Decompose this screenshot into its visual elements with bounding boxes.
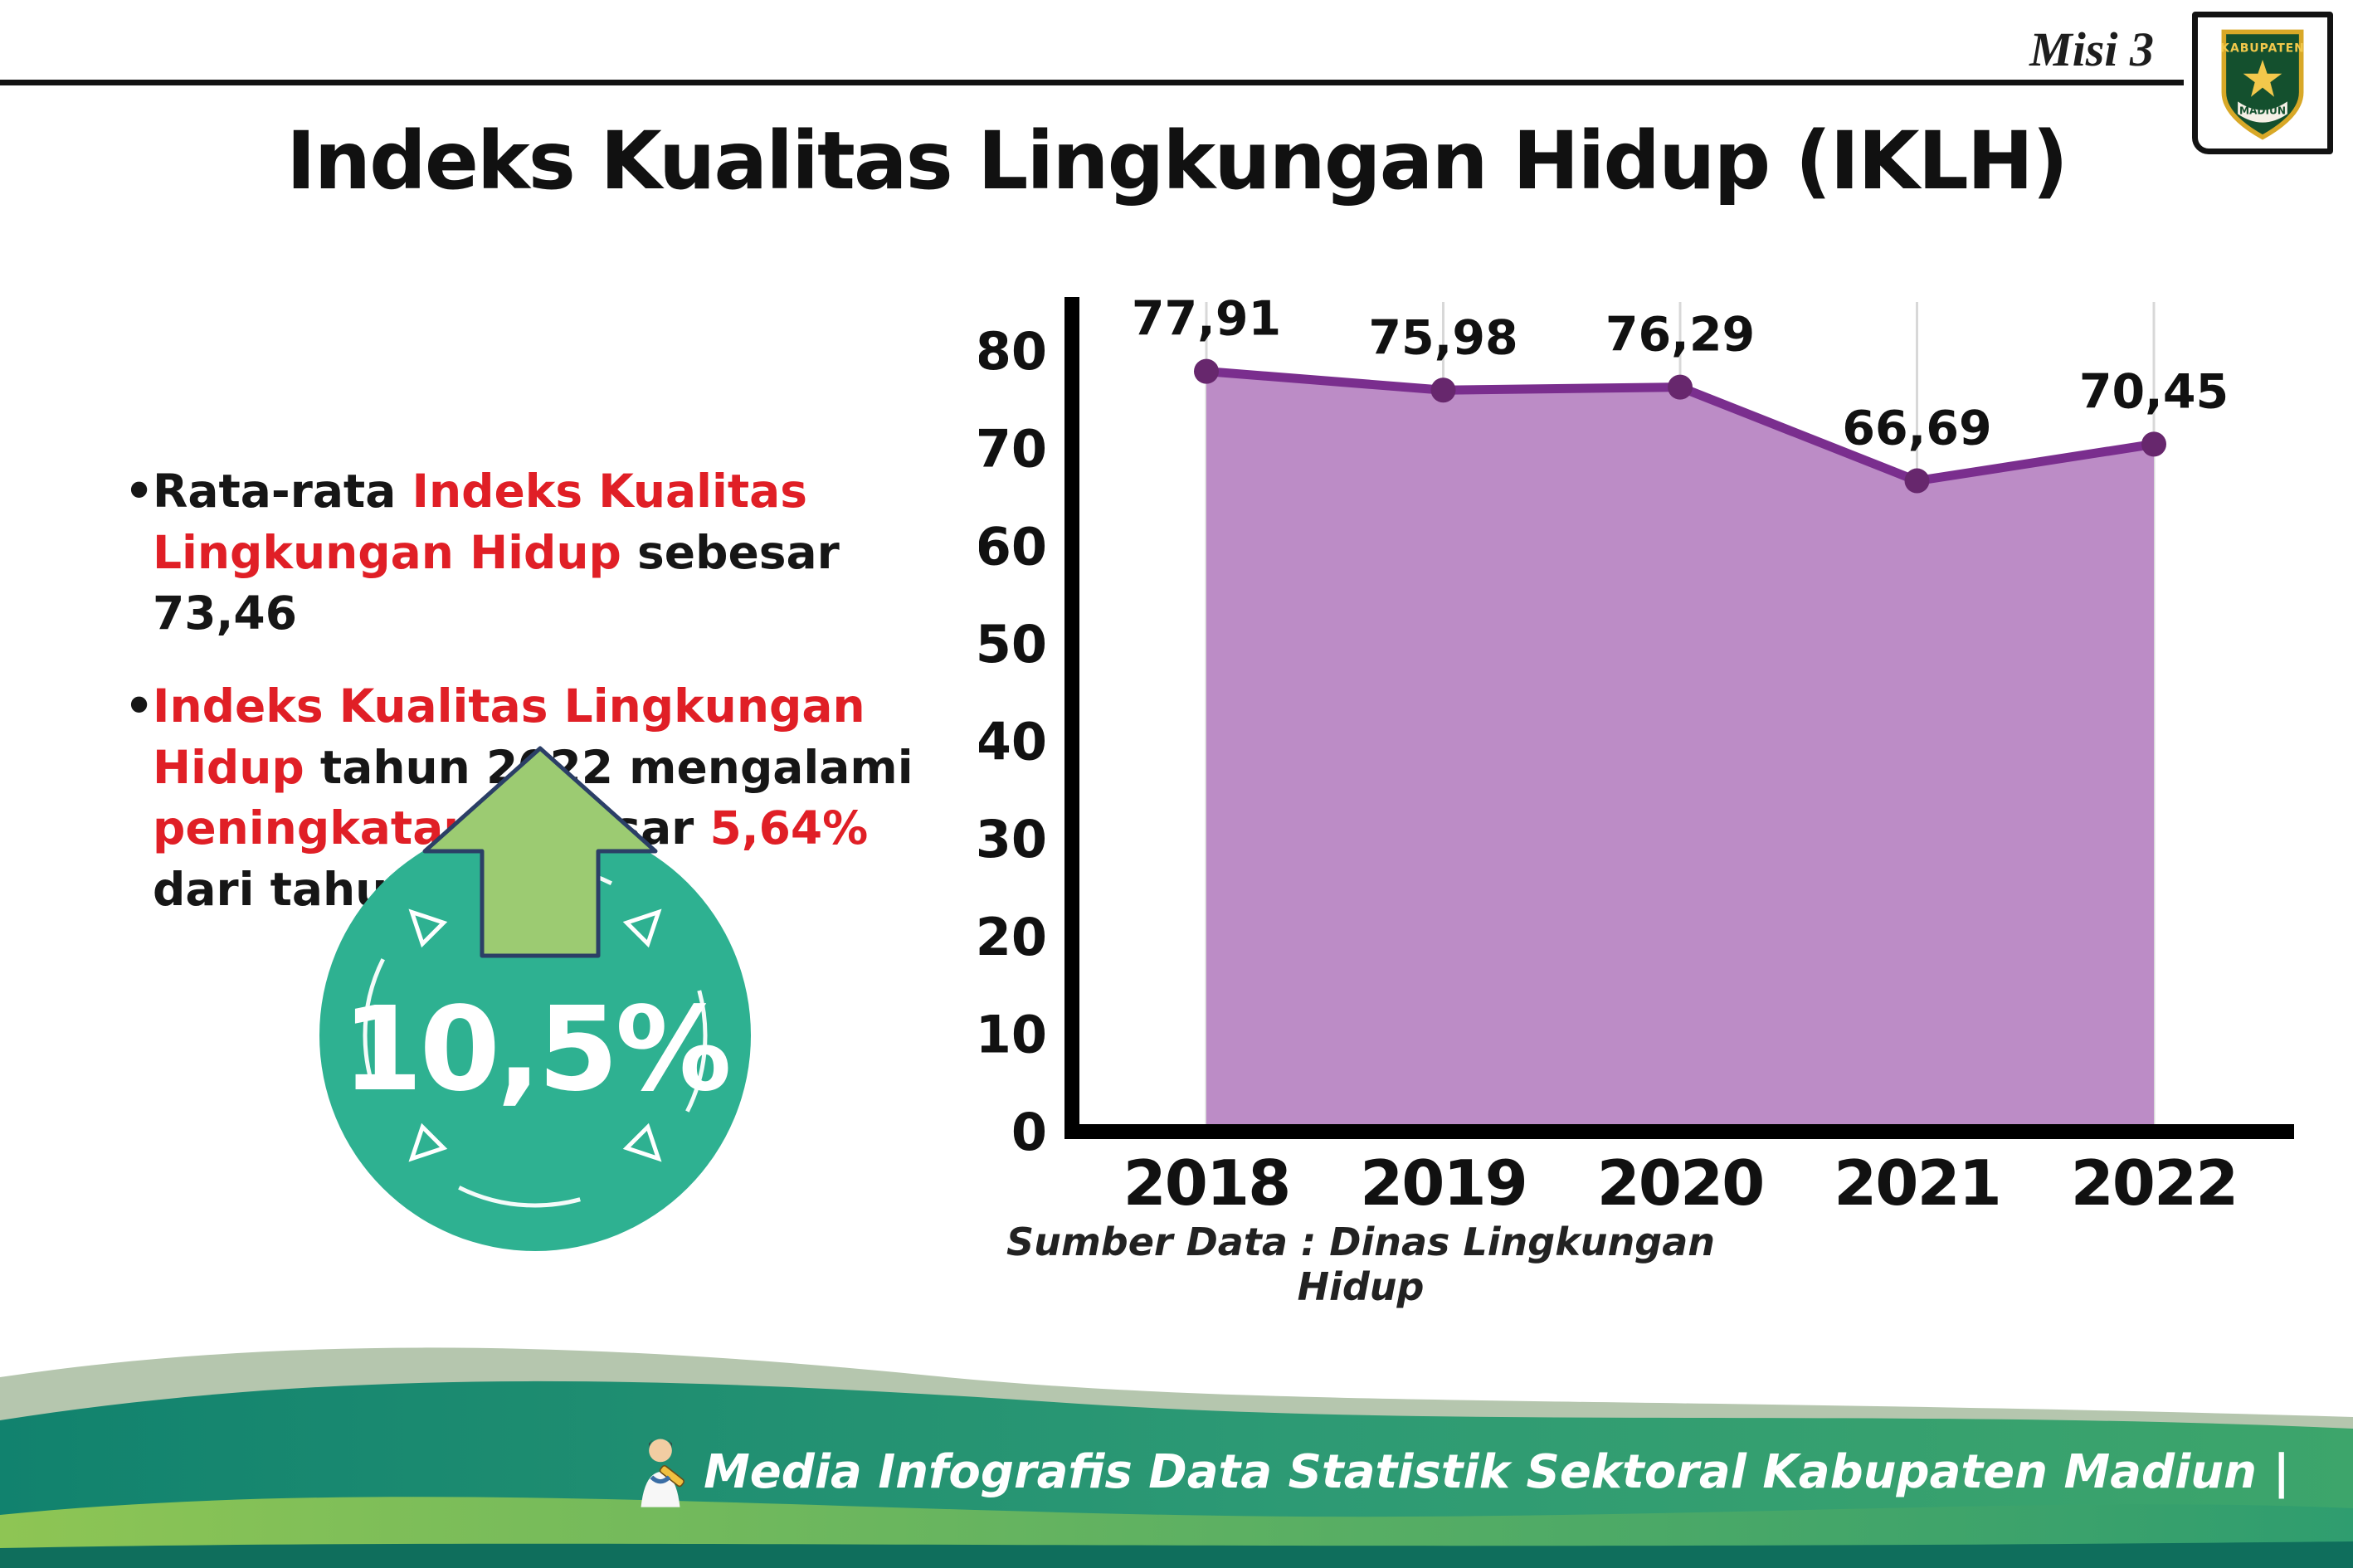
svg-text:70,45: 70,45 <box>2079 364 2229 419</box>
bullet-text-segment: peningkatan <box>153 801 476 855</box>
bullet-text-segment: Rata-rata <box>153 465 412 518</box>
page-title: Indeks Kualitas Lingkungan Hidup (IKLH) <box>286 114 2068 207</box>
iklh-chart-area: 77,91 75,98 76,29 66,69 70,45 0 10 20 30 40 50 60 70… <box>976 290 2323 1236</box>
logo-star-icon <box>2243 60 2282 97</box>
data-source-caption: Sumber Data : Dinas Lingkungan Hidup <box>1006 1220 1715 1309</box>
svg-text:50: 50 <box>979 614 1047 674</box>
svg-text:2022: 2022 <box>2071 1147 2238 1220</box>
logo-bottom-text: MADIUN <box>2239 105 2286 116</box>
madiun-emblem-icon: KABUPATEN MADIUN <box>2220 29 2305 140</box>
header-divider-line <box>0 80 2184 85</box>
svg-text:66,69: 66,69 <box>1842 402 1991 456</box>
svg-text:20: 20 <box>979 907 1047 967</box>
footer-text: Media Infografis Data Statistik Sektoral… <box>704 1444 2290 1499</box>
svg-text:77,91: 77,91 <box>1132 292 1281 347</box>
bullet-average-iklh: Rata-rata Indeks Kualitas Lingkungan Hid… <box>124 461 946 645</box>
svg-text:0: 0 <box>1011 1102 1047 1162</box>
footer-wave-decoration <box>0 1347 2353 1568</box>
svg-text:70: 70 <box>979 419 1047 480</box>
svg-text:10: 10 <box>979 1004 1047 1064</box>
kabupaten-madiun-logo: KABUPATEN MADIUN <box>2192 12 2333 154</box>
bullet-text-segment: Indeks Kualitas Lingkungan Hidup <box>153 465 808 579</box>
arrow-up-icon <box>422 746 658 958</box>
svg-text:2021: 2021 <box>1834 1147 2000 1220</box>
svg-text:40: 40 <box>979 712 1047 772</box>
iklh-chart: 77,91 75,98 76,29 66,69 70,45 0 10 20 30 40 50 60 70… <box>976 292 2294 1220</box>
misi-label: Misi 3 <box>2029 22 2154 76</box>
svg-text:2019: 2019 <box>1360 1147 1527 1220</box>
summary-bullets: Rata-rata Indeks Kualitas Lingkungan Hid… <box>124 461 946 952</box>
svg-text:30: 30 <box>979 809 1047 869</box>
svg-text:2018: 2018 <box>1123 1147 1290 1220</box>
mascot-icon <box>641 1437 685 1507</box>
bullet-text-segment: tahun 2022 mengalami <box>304 740 913 794</box>
bullet-text-segment: Indeks Kualitas Lingkungan Hidup <box>153 679 865 794</box>
bullet-text-segment: sebesar 73,46 <box>153 525 840 640</box>
svg-text:60: 60 <box>979 516 1047 577</box>
svg-text:80: 80 <box>979 321 1047 382</box>
svg-text:75,98: 75,98 <box>1368 310 1518 365</box>
increase-percentage-value: 10,5% <box>342 981 732 1118</box>
svg-text:76,29: 76,29 <box>1605 308 1755 363</box>
logo-top-text: KABUPATEN <box>2220 42 2305 56</box>
bullet-text-segment: 5,64% <box>709 801 869 855</box>
svg-text:2020: 2020 <box>1597 1147 1764 1220</box>
footer-caption: Media Infografis Data Statistik Sektoral… <box>0 1434 2290 1510</box>
